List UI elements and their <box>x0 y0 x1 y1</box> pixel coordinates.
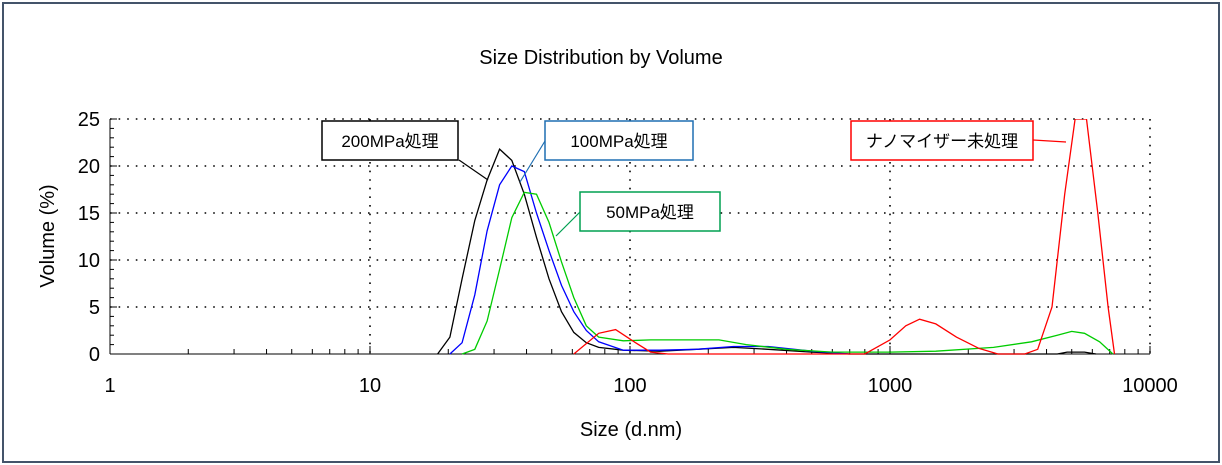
x-tick-label: 10000 <box>1122 375 1178 397</box>
series-line-2 <box>461 191 1114 355</box>
series-line-1 <box>449 165 850 355</box>
callout-untreated: ナノマイザー未処理 <box>850 120 1067 161</box>
callout-200mpa-label: 200MPa処理 <box>341 132 438 151</box>
y-axis-label: Volume (%) <box>37 184 59 287</box>
x-axis-label: Size (d.nm) <box>580 419 682 441</box>
x-tick-label: 100 <box>613 375 646 397</box>
y-tick-label: 20 <box>78 156 100 178</box>
y-tick-label: 10 <box>78 250 100 272</box>
y-tick-label: 0 <box>89 344 100 366</box>
callout-100mpa: 100MPa処理 <box>519 120 694 183</box>
grid <box>110 118 1151 354</box>
chart-title: Size Distribution by Volume <box>479 47 722 69</box>
series-line-0 <box>437 147 1097 355</box>
x-tick-label: 10 <box>359 375 381 397</box>
callout-50mpa-label: 50MPa処理 <box>606 203 694 222</box>
callout-50mpa: 50MPa処理 <box>555 191 721 237</box>
x-tick-label: 1000 <box>868 375 913 397</box>
callout-100mpa-label: 100MPa処理 <box>570 132 667 151</box>
callout-untreated-label: ナノマイザー未処理 <box>866 132 1018 151</box>
x-tick-label: 1 <box>104 375 115 397</box>
callout-200mpa: 200MPa処理 <box>321 120 489 181</box>
series-line-3 <box>573 119 1116 355</box>
y-tick-label: 25 <box>78 109 100 131</box>
y-tick-label: 15 <box>78 203 100 225</box>
y-tick-label: 5 <box>89 297 100 319</box>
tick-labels: 0 5 10 15 20 25 1 10 100 1000 10000 <box>78 109 1178 397</box>
